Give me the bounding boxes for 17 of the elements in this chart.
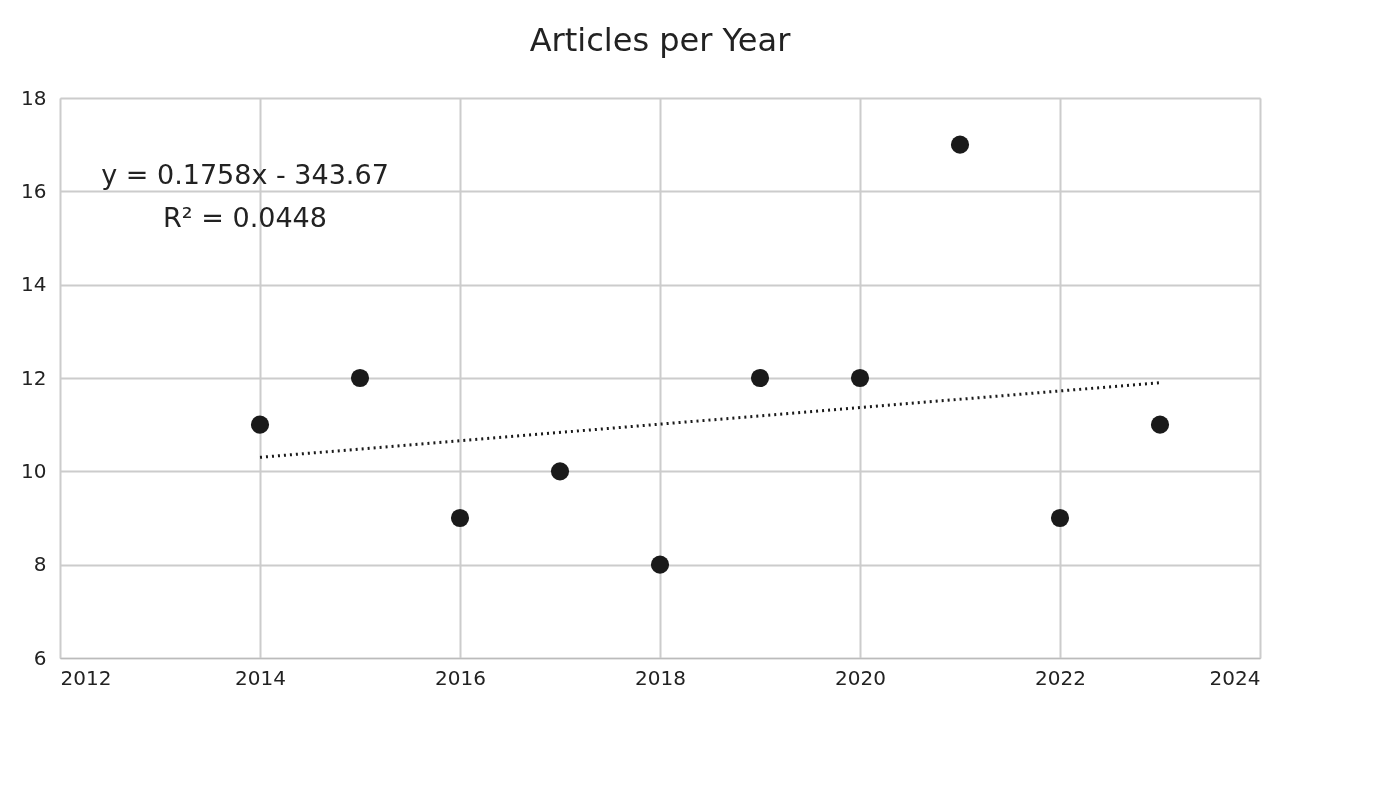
x-tick-label: 2024 — [1209, 665, 1261, 690]
annotation: y = 0.1758x - 343.67 — [101, 159, 389, 190]
y-tick-label: 16 — [21, 178, 47, 203]
y-tick-label: 12 — [21, 365, 47, 390]
annotation: R² = 0.0448 — [163, 202, 327, 233]
x-tick-label: 2014 — [235, 665, 286, 690]
y-tick-label: 8 — [33, 552, 47, 577]
y-tick-label: 6 — [33, 645, 47, 670]
y-tick-label: 10 — [21, 458, 47, 483]
y-tick-label: 18 — [21, 85, 47, 110]
x-tick-label: 2012 — [60, 665, 112, 690]
x-tick-label: 2022 — [1035, 665, 1086, 690]
chart-title: Articles per Year — [529, 21, 792, 59]
y-tick-label: 14 — [21, 272, 47, 297]
x-tick-label: 2018 — [635, 665, 686, 690]
x-tick-label: 2016 — [435, 665, 486, 690]
x-tick-label: 2020 — [835, 665, 886, 690]
